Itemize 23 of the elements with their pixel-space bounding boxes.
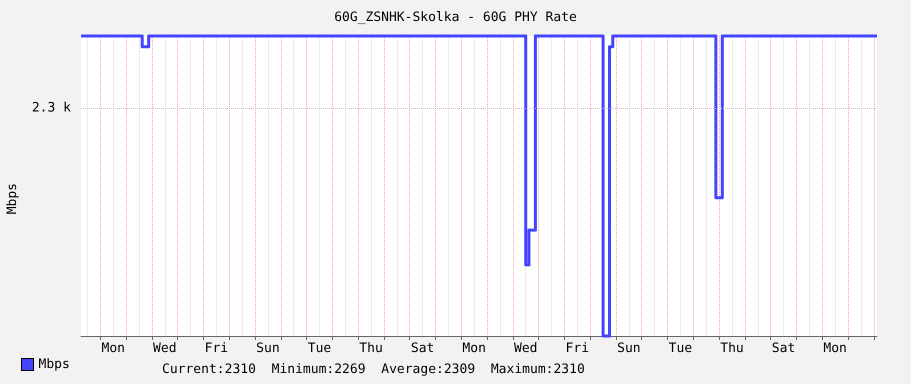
x-tick-label: Thu	[359, 341, 383, 356]
x-tick-label: Tue	[668, 341, 692, 356]
x-tick-label: Mon	[823, 341, 847, 356]
text: Maximum:2310	[490, 362, 585, 377]
x-tick-label: Wed	[153, 341, 177, 356]
x-tick-label: Tue	[308, 341, 332, 356]
text: Current:2310	[162, 362, 256, 377]
x-tick-label: Mon	[101, 341, 125, 356]
text: Average:2309	[381, 362, 476, 377]
chart-title: 60G_ZSNHK-Skolka - 60G PHY Rate	[334, 10, 577, 25]
y-axis-title: Mbps	[5, 182, 20, 214]
ref-line-label: 2.3 k	[32, 100, 72, 116]
x-tick-label: Fri	[566, 341, 590, 356]
x-tick-label: Sat	[410, 341, 434, 356]
x-tick-label: Fri	[204, 341, 228, 356]
x-tick-label: Wed	[514, 341, 538, 356]
x-tick-label: Sat	[772, 341, 796, 356]
legend-label: Mbps	[38, 357, 70, 372]
x-tick-label: Sun	[256, 341, 280, 356]
text: Minimum:2269	[272, 362, 366, 377]
x-tick-label: Sun	[617, 341, 641, 356]
x-tick-label: Mon	[462, 341, 486, 356]
x-tick-label: Thu	[720, 341, 744, 356]
